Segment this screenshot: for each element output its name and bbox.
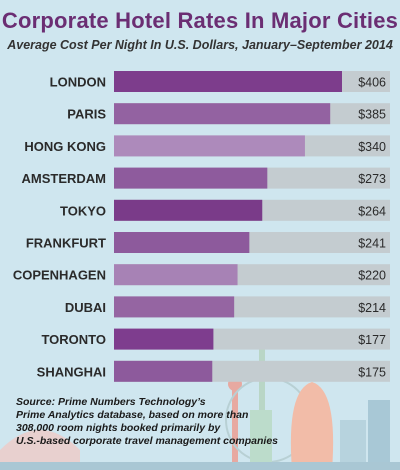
bar-london: [114, 71, 342, 92]
bar-dubai: [114, 296, 235, 318]
bar-tokyo: [114, 199, 263, 221]
source-line: U.S.-based corporate travel management c…: [16, 435, 279, 447]
category-label: DUBAI: [65, 300, 106, 315]
city-skyline-illustration: [0, 330, 400, 470]
skyline-building-a: [250, 410, 272, 470]
source-line: 308,000 room nights booked primarily by: [16, 422, 221, 434]
value-label: $385: [358, 108, 386, 122]
chart-title: Corporate Hotel Rates In Major Cities: [1, 8, 399, 33]
skyline-building-b: [340, 420, 366, 470]
bar-copenhagen: [114, 264, 238, 286]
value-label: $177: [358, 333, 386, 347]
bar-paris: [114, 103, 331, 125]
category-label: AMSTERDAM: [22, 171, 107, 186]
skyline-ferris-wheel: [0, 430, 80, 470]
value-label: $241: [358, 237, 386, 251]
source-line: Source: Prime Numbers Technology’s: [16, 396, 206, 408]
category-label: COPENHAGEN: [13, 268, 106, 283]
value-label: $175: [358, 365, 386, 379]
skyline-building-c: [368, 400, 390, 470]
skyline-ground: [0, 462, 400, 470]
category-label: PARIS: [67, 107, 106, 122]
bar-shanghai: [114, 360, 213, 382]
value-label: $220: [358, 269, 386, 283]
value-label: $340: [358, 140, 386, 154]
value-label: $214: [358, 301, 386, 315]
bar-frankfurt: [114, 232, 250, 253]
source-note: Source: Prime Numbers Technology’s Prime…: [16, 396, 316, 448]
bar-amsterdam: [114, 167, 268, 189]
bar-hong-kong: [114, 135, 305, 157]
skyline-gherkin: [290, 382, 334, 470]
skyline-spire: [259, 330, 265, 470]
category-label: TOKYO: [60, 203, 106, 218]
chart-subtitle: Average Cost Per Night In U.S. Dollars, …: [7, 38, 393, 52]
category-label: TORONTO: [41, 332, 106, 347]
value-label: $406: [358, 76, 386, 90]
category-label: HONG KONG: [24, 139, 106, 154]
value-label: $264: [358, 204, 386, 218]
bar-toronto: [114, 328, 214, 350]
value-label: $273: [358, 172, 386, 186]
category-label: SHANGHAI: [37, 364, 106, 379]
category-label: FRANKFURT: [26, 236, 106, 251]
category-label: LONDON: [50, 75, 106, 90]
skyline-tower-left: [232, 388, 238, 470]
source-line: Prime Analytics database, based on more …: [16, 409, 249, 421]
